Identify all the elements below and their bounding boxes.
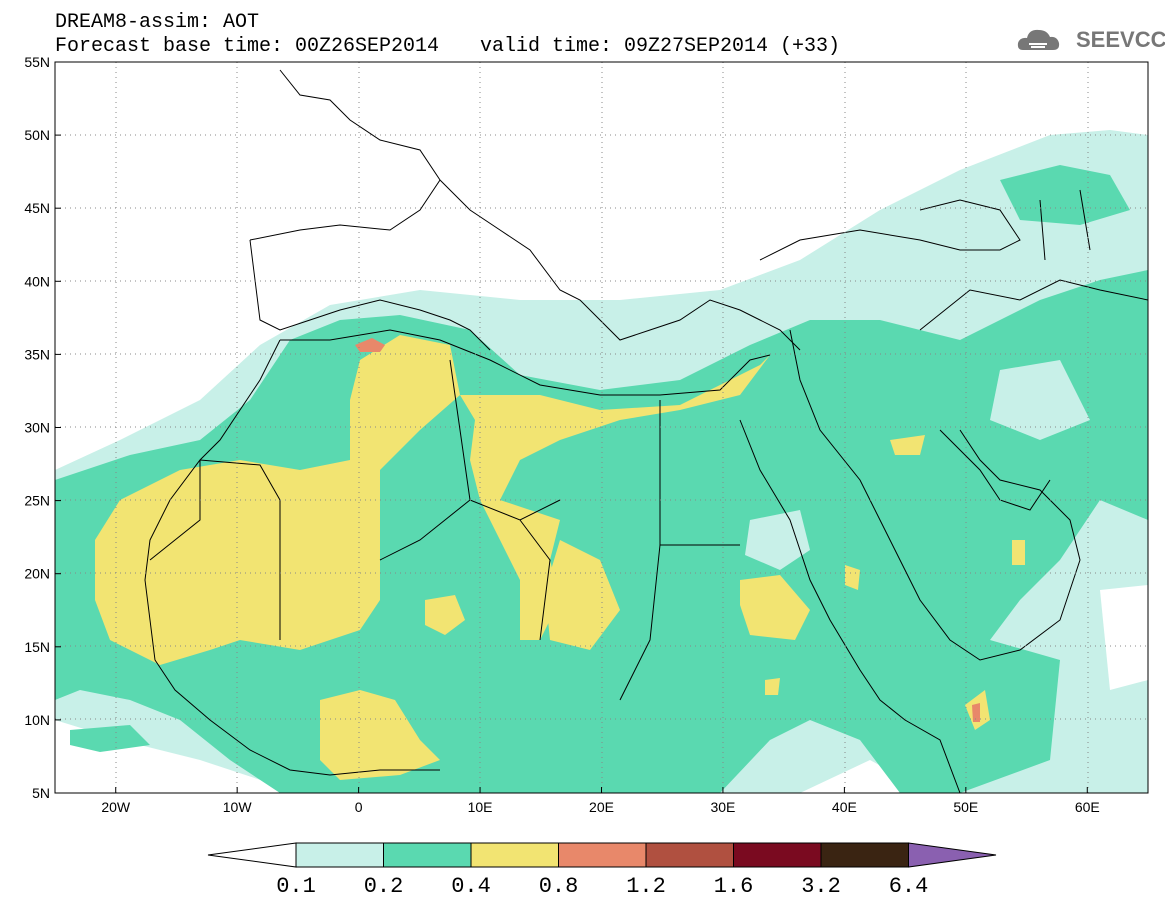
colorbar-label: 1.6: [714, 874, 754, 899]
lon-tick-label: 40E: [832, 799, 857, 815]
lon-tick-label: 10W: [223, 799, 253, 815]
africa-west-coast: [144, 339, 440, 776]
lat-tick-label: 40N: [24, 273, 50, 289]
seevccc-cloud-icon: [1017, 29, 1060, 50]
lon-tick-label: 60E: [1075, 799, 1100, 815]
aot-band-0.8: [355, 338, 385, 352]
base-time-label: Forecast base time: 00Z26SEP2014: [55, 35, 440, 58]
lat-tick-label: 20N: [24, 566, 50, 582]
colorbar-segment: [733, 842, 822, 868]
lon-tick-label: 0: [355, 799, 363, 815]
red-sea-coast: [739, 419, 961, 793]
coastlines: [144, 69, 1148, 793]
lon-tick-label: 30E: [710, 799, 735, 815]
lat-tick-label: 50N: [24, 127, 50, 143]
colorbar-segment: [383, 842, 472, 868]
europe-coast: [249, 69, 441, 241]
aot-band-0.4: [95, 335, 460, 665]
black-sea-coast: [759, 199, 1021, 261]
lat-tick-label: 15N: [24, 639, 50, 655]
lat-tick-label: 35N: [24, 346, 50, 362]
lat-tick-label: 10N: [24, 712, 50, 728]
colorbar-over-triangle: [908, 842, 997, 868]
graticule: [55, 62, 1148, 793]
colorbar-segment: [645, 842, 734, 868]
aot-contour-fill: [55, 130, 1148, 793]
lat-tick-label: 30N: [24, 420, 50, 436]
lon-tick-label: 20E: [589, 799, 614, 815]
chart-title: DREAM8-assim: AOT: [55, 11, 260, 34]
africa-north-coast: [280, 329, 771, 396]
lat-tick-label: 45N: [24, 200, 50, 216]
latitude-axis: 55N 50N 45N 40N 35N 30N 25N 20N 15N 10N 5N: [24, 54, 61, 801]
colorbar-label: 6.4: [889, 874, 929, 899]
lat-tick-label: 5N: [32, 785, 50, 801]
lat-tick-label: 25N: [24, 493, 50, 509]
lon-tick-label: 10E: [468, 799, 493, 815]
colorbar-under-triangle: [207, 842, 297, 868]
aot-band-0.2: [55, 270, 1148, 793]
colorbar-label: 3.2: [801, 874, 841, 899]
colorbar-segment: [558, 842, 647, 868]
valid-time-label: valid time: 09Z27SEP2014 (+33): [480, 35, 841, 58]
colorbar-segment: [470, 842, 559, 868]
lon-tick-label: 20W: [101, 799, 131, 815]
colorbar: 0.1 0.2 0.4 0.8 1.2 1.6 3.2 6.4: [207, 842, 997, 899]
colorbar-segment: [820, 842, 909, 868]
colorbar-label: 0.4: [451, 874, 491, 899]
colorbar-label: 0.2: [364, 874, 404, 899]
colorbar-label: 0.8: [539, 874, 579, 899]
seevccc-logo-text: SEEVCCC: [1076, 27, 1165, 52]
lon-tick-label: 50E: [953, 799, 978, 815]
longitude-axis: 20W 10W 0 10E 20E 30E 40E 50E 60E: [101, 787, 1100, 815]
country-borders: [149, 359, 740, 701]
colorbar-label: 1.2: [626, 874, 666, 899]
colorbar-label: 0.1: [276, 874, 316, 899]
lat-tick-label: 55N: [24, 54, 50, 70]
colorbar-segment: [295, 842, 384, 868]
